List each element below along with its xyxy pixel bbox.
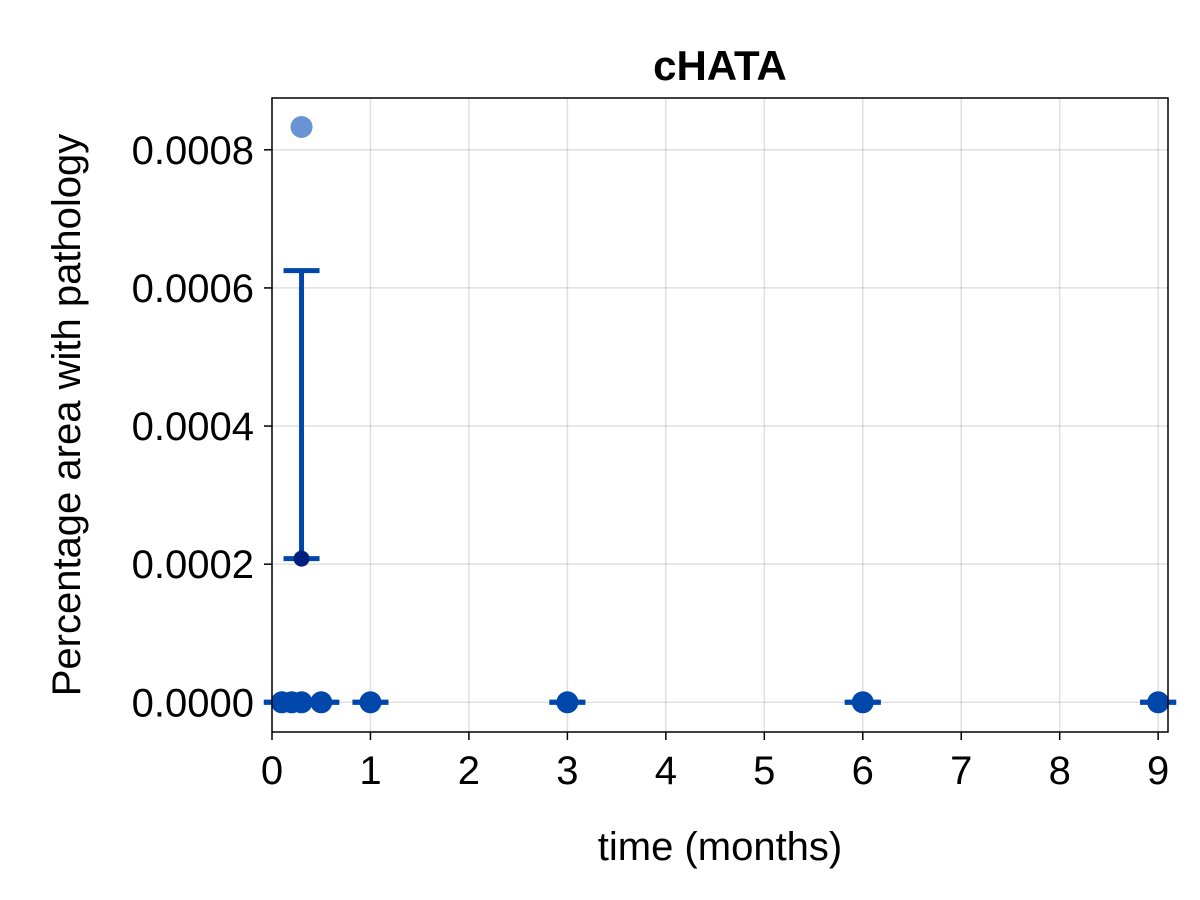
axis-ticks: 0 1 2 3 4 5 6 7 8 9 0.0000 0.0002 0.0004 0.0006 0.0008 — [132, 129, 1170, 793]
data-point — [290, 691, 313, 714]
x-tick-label: 6 — [852, 749, 874, 793]
y-axis-label: Percentage area with pathology — [45, 134, 89, 697]
x-tick-label: 4 — [655, 749, 677, 793]
data-point — [851, 691, 874, 714]
y-tick-label: 0.0006 — [132, 267, 254, 311]
x-tick-label: 2 — [458, 749, 480, 793]
grid — [271, 98, 1168, 732]
plot-frame — [271, 97, 1169, 733]
x-tick-label: 0 — [261, 749, 283, 793]
x-tick-label: 7 — [950, 749, 972, 793]
x-tick-label: 5 — [753, 749, 775, 793]
x-tick-label: 9 — [1147, 749, 1169, 793]
y-tick-label: 0.0000 — [132, 681, 254, 725]
x-tick-label: 8 — [1049, 749, 1071, 793]
data-point — [359, 691, 382, 714]
data-point — [310, 691, 333, 714]
x-tick-label: 1 — [359, 749, 381, 793]
y-tick-label: 0.0004 — [132, 405, 254, 449]
y-tick-label: 0.0002 — [132, 543, 254, 587]
data-points — [270, 116, 1170, 714]
mean-point — [293, 550, 310, 567]
data-point — [1147, 691, 1170, 714]
data-point — [556, 691, 579, 714]
chart-title: cHATA — [653, 42, 787, 89]
outlier-point — [290, 116, 313, 139]
x-axis-label: time (months) — [598, 825, 843, 869]
x-tick-label: 3 — [556, 749, 578, 793]
error-bars — [263, 268, 1177, 705]
y-tick-label: 0.0008 — [132, 129, 254, 173]
